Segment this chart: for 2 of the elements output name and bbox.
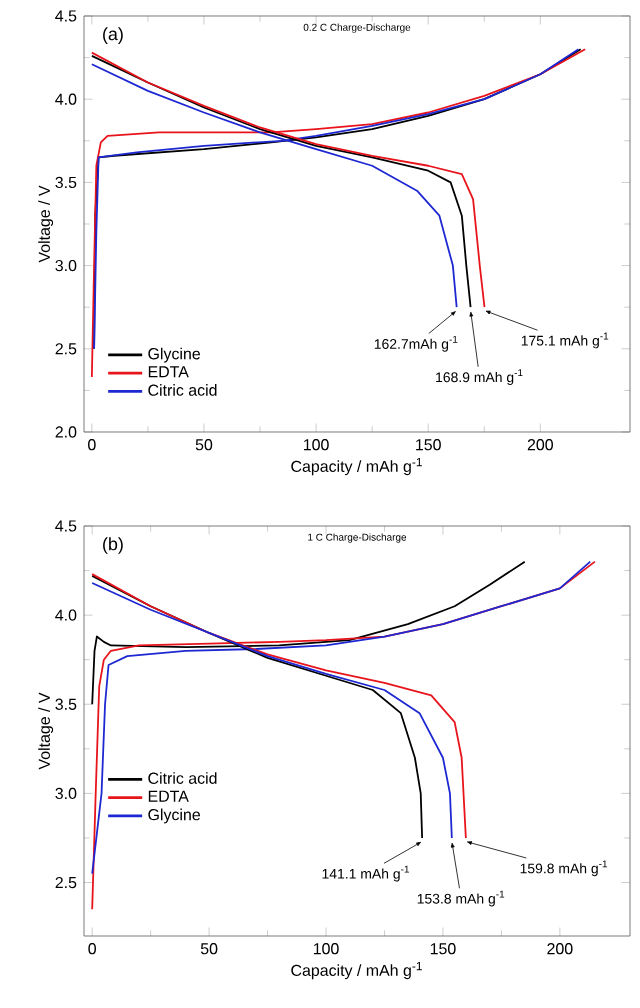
annotation: (a) <box>103 27 123 44</box>
annotation: (b) <box>103 537 123 554</box>
